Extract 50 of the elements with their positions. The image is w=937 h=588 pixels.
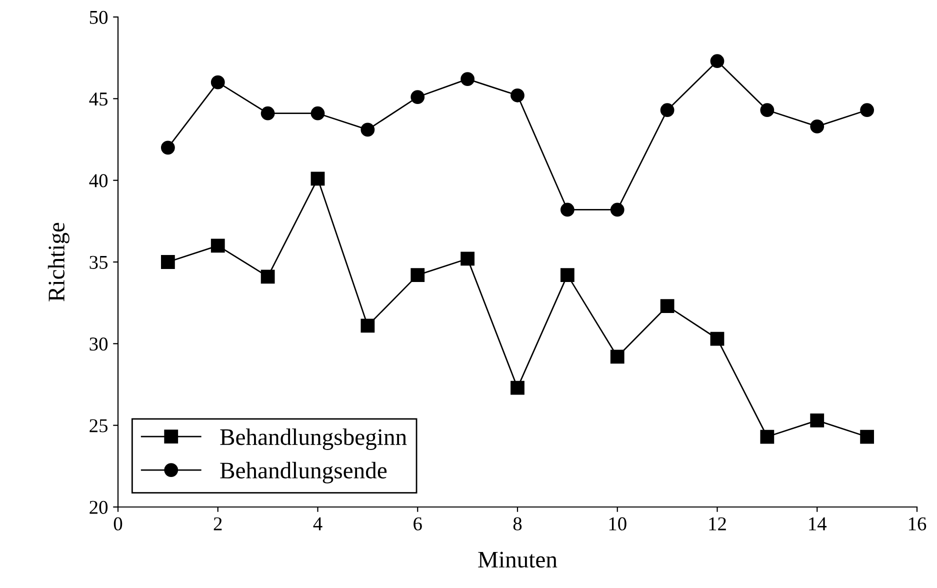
y-tick-label: 30	[90, 337, 108, 351]
point	[560, 202, 574, 217]
point	[560, 268, 574, 282]
legend-label: Behandlungsbeginn	[220, 428, 407, 450]
y-tick-label: 35	[90, 256, 108, 269]
point	[710, 54, 724, 68]
point	[660, 299, 674, 314]
legend-label: Behandlungsende	[220, 462, 387, 484]
point	[510, 380, 524, 395]
x-tick-label: 16	[908, 517, 926, 530]
x-axis-title: Minuten	[478, 552, 558, 568]
x-tick-label: 8	[513, 517, 522, 530]
y-tick-label: 50	[90, 10, 108, 24]
point	[160, 255, 175, 269]
x-tick-label: 2	[214, 517, 222, 530]
y-tick-label: 45	[89, 92, 108, 106]
x-tick-label: 6	[414, 517, 422, 530]
point	[410, 268, 425, 282]
point	[810, 119, 824, 134]
x-tick-label: 0	[114, 517, 122, 530]
point	[460, 252, 475, 266]
x-tick-label: 12	[709, 517, 726, 530]
point	[710, 332, 724, 346]
point	[760, 430, 774, 444]
point	[260, 270, 275, 284]
x-tick-label: 4	[313, 517, 322, 530]
point	[410, 90, 425, 104]
point	[760, 103, 774, 118]
point	[210, 238, 225, 253]
point	[460, 72, 475, 86]
point	[310, 172, 325, 186]
point	[360, 122, 375, 137]
point	[260, 106, 275, 120]
point	[860, 103, 874, 118]
point	[660, 103, 674, 118]
y-axis-title: Richtige	[48, 222, 70, 302]
x-tick-label: 10	[609, 517, 626, 530]
point	[510, 88, 524, 102]
point	[810, 413, 824, 428]
point	[310, 106, 325, 120]
y-tick-label: 20	[90, 500, 108, 514]
point	[210, 75, 225, 90]
point	[360, 318, 375, 333]
point	[610, 202, 624, 217]
x-tick-label: 14	[809, 517, 827, 530]
point	[160, 140, 175, 155]
point	[610, 350, 624, 364]
y-tick-label: 40	[89, 174, 108, 188]
point	[860, 430, 874, 444]
y-tick-label: 25	[90, 419, 108, 432]
